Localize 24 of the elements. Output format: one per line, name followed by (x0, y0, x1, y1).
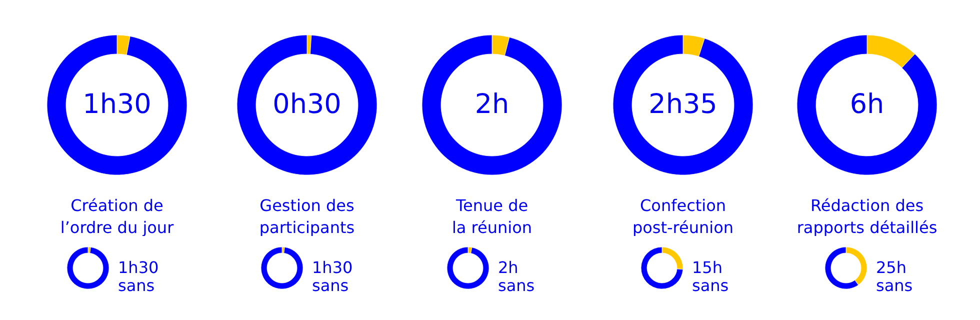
text: 1h30 sans (312, 258, 353, 295)
text: 0h30 (272, 89, 342, 120)
donut-slice (640, 246, 684, 290)
donut-slice (796, 34, 938, 176)
text: Rédaction des rapports détaillés (796, 196, 938, 237)
text: Confection post-réunion (632, 196, 734, 237)
donut-slice (46, 34, 188, 176)
text: 2h (474, 89, 510, 120)
text: Création de l’ordre du jour (60, 196, 174, 237)
text: Tenue de la réunion (452, 196, 532, 237)
text: Gestion des participants (259, 196, 355, 237)
donut-slice (446, 246, 490, 290)
donut-slice (422, 34, 562, 176)
donut-slice (612, 34, 754, 176)
donut-slice (66, 246, 110, 290)
text: 6h (850, 89, 884, 120)
donut-slice (236, 34, 378, 176)
text: 1h30 sans (118, 258, 159, 295)
text: 1h30 (82, 89, 152, 120)
text: 2h35 (648, 89, 718, 120)
text: 2h sans (498, 258, 535, 295)
text: 25h sans (876, 258, 913, 295)
donut-slice (260, 246, 304, 290)
text: 15h sans (692, 258, 729, 295)
